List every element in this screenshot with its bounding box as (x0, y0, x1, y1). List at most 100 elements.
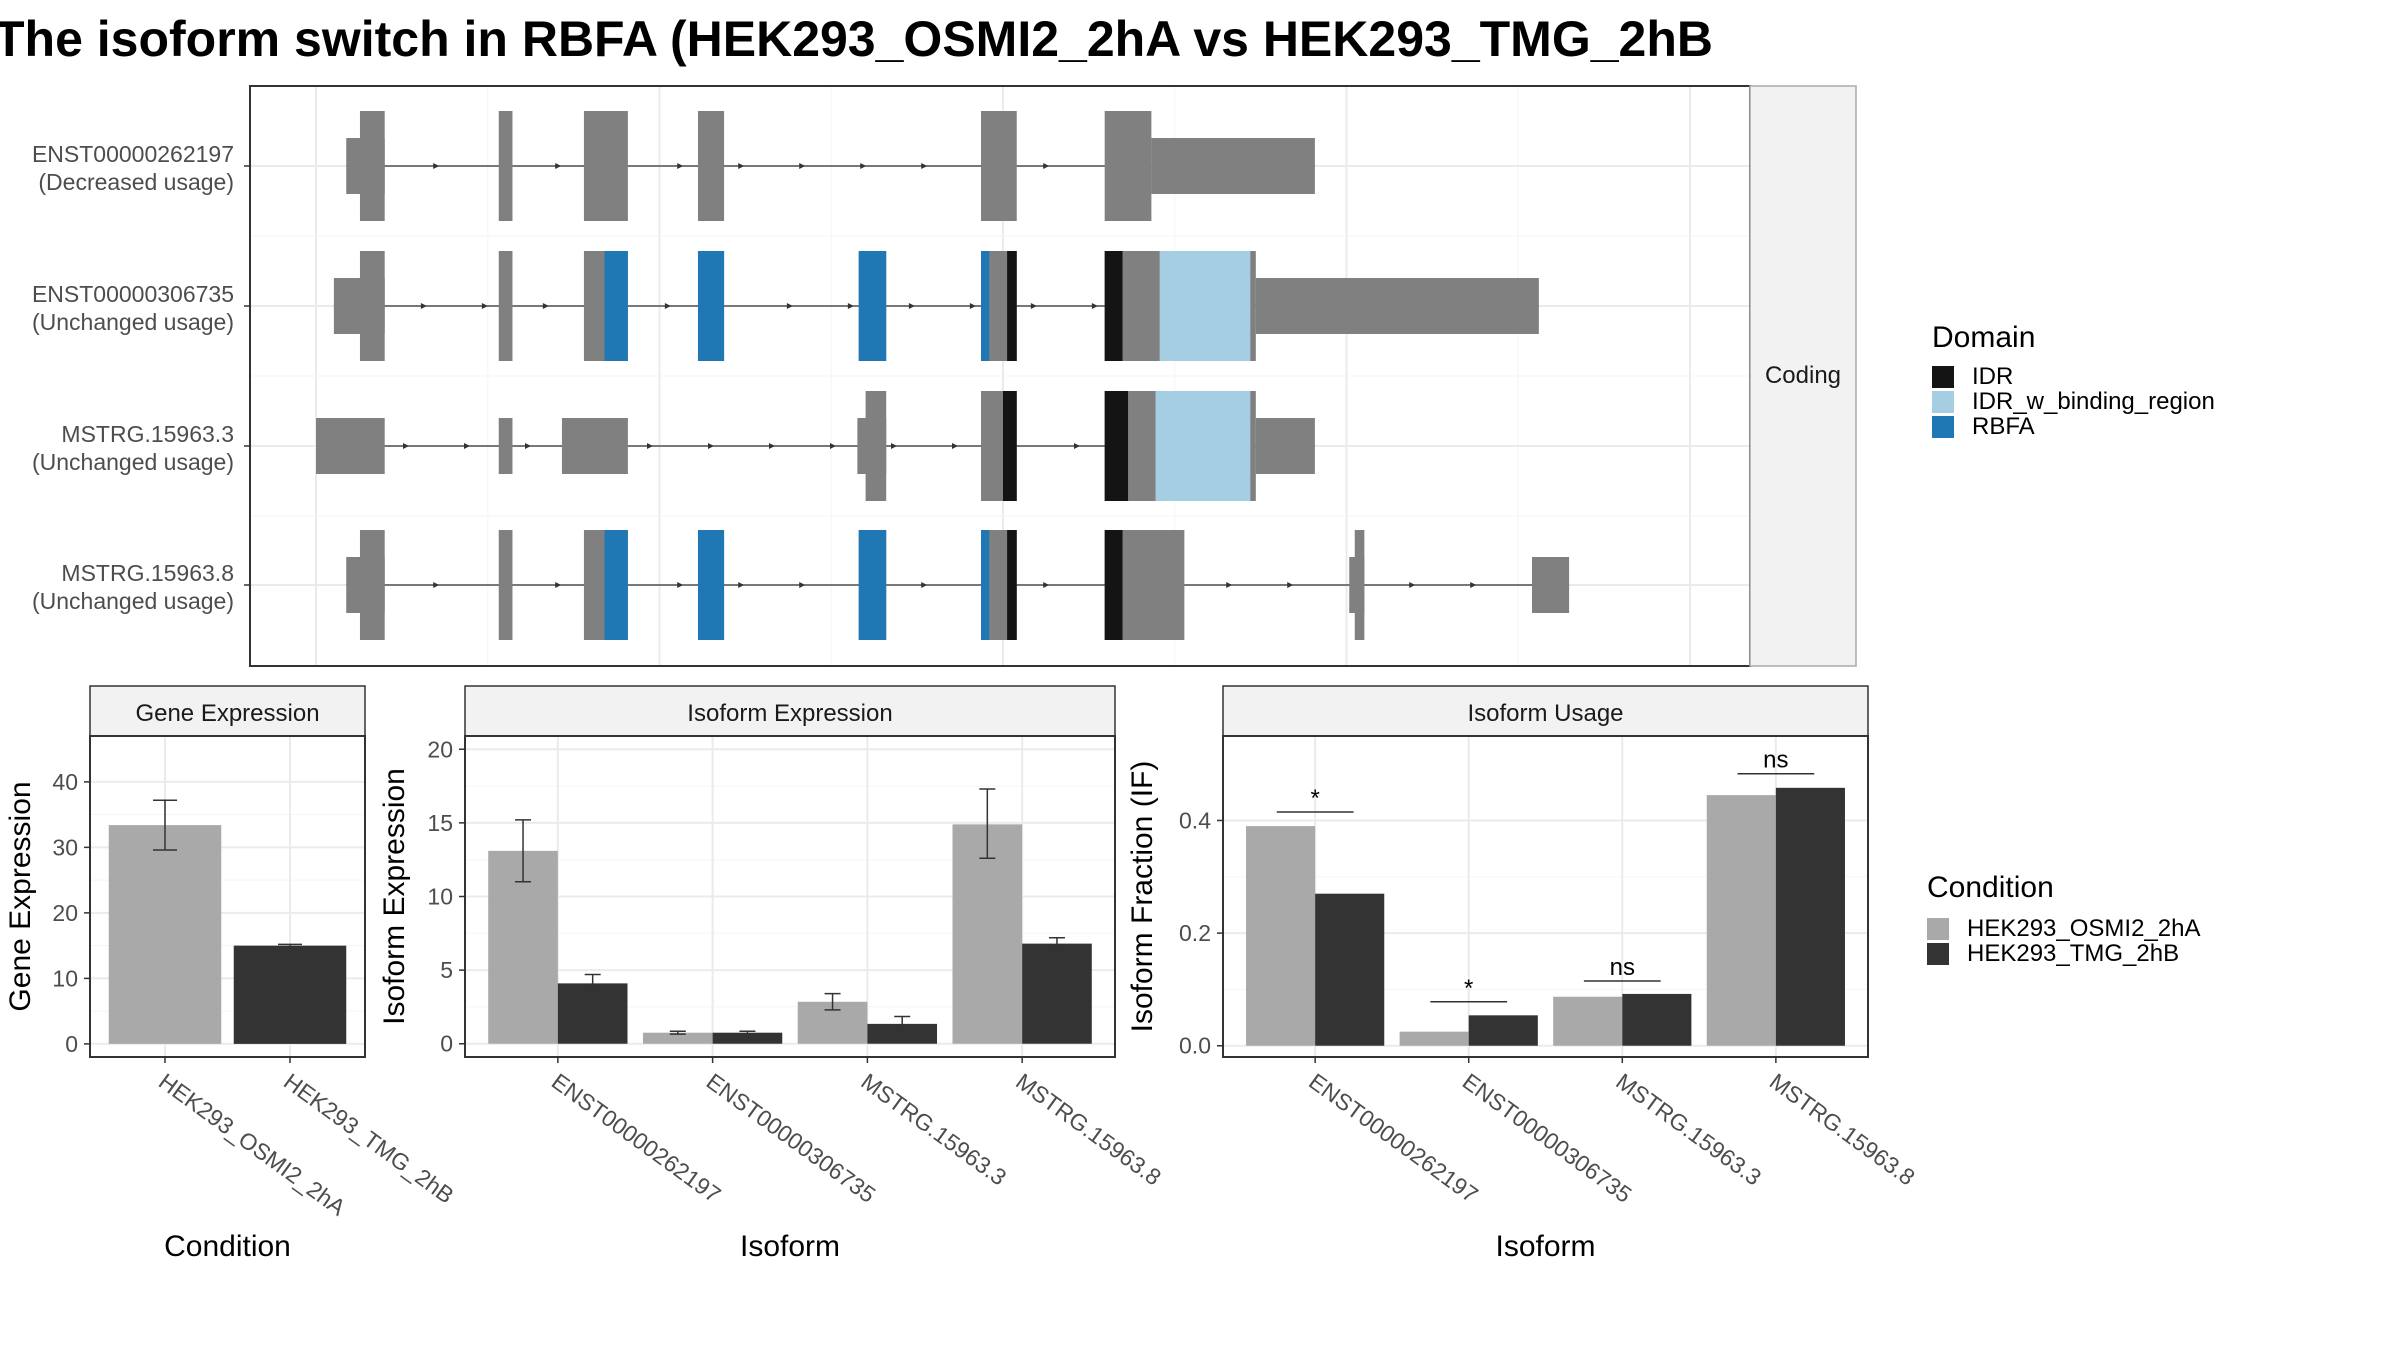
strand-arrow (1409, 582, 1416, 588)
domain-RBFA (604, 251, 628, 361)
strand-arrow (1030, 303, 1037, 309)
domain-IDR (1003, 391, 1017, 501)
domain-IDR (1104, 530, 1123, 640)
domain-legend-key-IDR (1932, 366, 1954, 388)
strand-arrow (738, 163, 745, 169)
strand-arrow (1043, 582, 1050, 588)
strand-arrow (664, 303, 671, 309)
strand-arrow (481, 303, 488, 309)
bar-HEK293_TMG_2hB-ENST00000262197 (557, 983, 628, 1044)
transcript-id-label: MSTRG.15963.8 (61, 560, 234, 586)
strand-arrow (847, 303, 854, 309)
panel-border (89, 735, 366, 1058)
exon (498, 111, 513, 221)
domain-IDR (1104, 251, 1123, 361)
exon (1531, 557, 1570, 613)
panel-border (1222, 735, 1869, 1058)
transcript-status-label: (Unchanged usage) (32, 309, 234, 335)
panel-border (464, 735, 1116, 1058)
y-axis-title: Isoform Fraction (IF) (1126, 761, 1159, 1033)
y-axis-title: Gene Expression (4, 781, 37, 1011)
domain-RBFA (697, 251, 725, 361)
y-tick-label: 0.0 (1179, 1033, 1211, 1059)
bar-HEK293_OSMI2_2hA-ENST00000306735 (642, 1032, 713, 1044)
domain-IDR_w_binding_region (1159, 251, 1251, 361)
strand-arrow (969, 303, 976, 309)
exon (561, 418, 628, 474)
domain-RBFA (858, 530, 887, 640)
strand-arrow (738, 582, 745, 588)
strand-arrow (708, 443, 714, 449)
panel-strip (89, 685, 366, 737)
condition-legend-label: HEK293_TMG_2hB (1967, 940, 2179, 967)
strand-arrow (1074, 443, 1080, 449)
bar-HEK293_OSMI2_2hA (108, 825, 222, 1044)
y-axis-title: Isoform Expression (378, 768, 411, 1025)
exon (359, 251, 385, 361)
exon (359, 530, 385, 640)
structure-strip (1749, 85, 1857, 667)
strand-arrow (677, 582, 684, 588)
domain-legend-key-RBFA (1932, 416, 1954, 438)
exon (981, 111, 1017, 221)
structure-y-labels: ENST00000262197(Decreased usage) ENST0000… (32, 141, 250, 614)
y-tick-label: 40 (52, 769, 78, 795)
domain-legend-title: Domain (1932, 321, 2035, 354)
strand-arrow (799, 582, 806, 588)
bar-HEK293_OSMI2_2hA-ENST00000262197 (488, 850, 558, 1044)
bar-HEK293_OSMI2_2hA-ENST00000306735 (1399, 1031, 1469, 1046)
exon (1104, 111, 1152, 221)
domain-RBFA (604, 530, 628, 640)
bar-HEK293_TMG_2hB-ENST00000306735 (1468, 1015, 1538, 1046)
structure-panel: Coding ENST00000262197(Decreased usage)E… (32, 85, 1857, 667)
panel-title: Isoform Expression (687, 700, 892, 727)
y-tick-label: 0 (65, 1031, 78, 1057)
strand-arrow (403, 443, 409, 449)
strand-arrow (1470, 582, 1477, 588)
strand-arrow (677, 163, 684, 169)
strand-arrow (1043, 163, 1050, 169)
strand-arrow (830, 443, 836, 449)
transcript-status-label: (Decreased usage) (38, 169, 234, 195)
y-tick-label: 10 (52, 965, 78, 991)
significance-label: ns (1610, 954, 1635, 981)
transcript-id-label: ENST00000306735 (32, 281, 234, 307)
x-axis-title: Condition (164, 1230, 291, 1263)
structure-strip-label: Coding (1765, 362, 1841, 389)
condition-legend-key-cond_a (1927, 918, 1949, 940)
y-tick-label: 0.4 (1179, 807, 1211, 833)
strand-arrow (1091, 303, 1098, 309)
y-tick-label: 15 (427, 810, 453, 836)
strand-arrow (647, 443, 653, 449)
strand-arrow (433, 582, 440, 588)
strand-arrow (464, 443, 470, 449)
significance-label: ns (1763, 747, 1788, 774)
exon (498, 530, 513, 640)
panel-title: Isoform Usage (1467, 700, 1623, 727)
strand-arrow (1287, 582, 1294, 588)
y-tick-label: 10 (427, 884, 453, 910)
y-tick-label: 20 (427, 736, 453, 762)
domain-RBFA (981, 530, 990, 640)
domain-RBFA (697, 530, 725, 640)
domain-IDR (1007, 251, 1017, 361)
bar-HEK293_TMG_2hB-MSTRG.15963.8 (1022, 943, 1092, 1044)
strand-arrow (891, 443, 897, 449)
panel-strip (464, 685, 1116, 737)
strand-arrow (542, 303, 549, 309)
y-tick-label: 5 (440, 957, 453, 983)
strand-arrow (799, 163, 806, 169)
exon (1354, 530, 1365, 640)
strand-arrow (1226, 582, 1233, 588)
transcript-MSTRG.15963.3 (316, 391, 1315, 501)
significance-label: * (1310, 785, 1319, 812)
condition-legend-label: HEK293_OSMI2_2hA (1967, 915, 2200, 942)
domain-legend-key-IDR_w_binding_region (1932, 391, 1954, 413)
domain-RBFA (858, 251, 887, 361)
x-axis-title: Isoform (740, 1230, 840, 1263)
strand-arrow (555, 163, 562, 169)
transcript-MSTRG.15963.8 (346, 530, 1570, 640)
bar-HEK293_TMG_2hB-ENST00000262197 (1315, 893, 1385, 1046)
